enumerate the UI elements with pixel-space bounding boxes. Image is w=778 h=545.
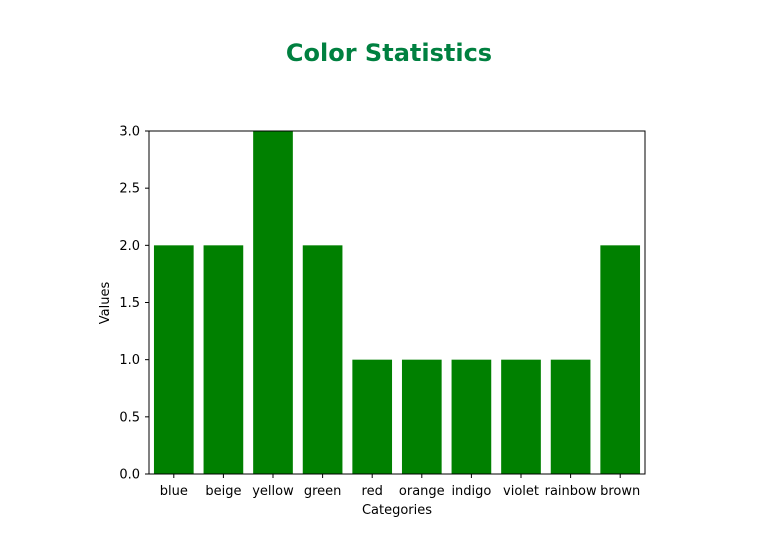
bar-brown — [600, 245, 641, 474]
bars-layer — [153, 131, 641, 474]
bar-blue — [153, 245, 194, 474]
y-tick-label: 2.5 — [119, 182, 140, 197]
y-tick-label: 3.0 — [119, 125, 140, 140]
x-tick-label: green — [304, 484, 342, 499]
x-tick-label: blue — [160, 484, 188, 499]
bar-rainbow — [550, 359, 591, 474]
x-tick-label: indigo — [451, 484, 491, 499]
y-tick-label: 2.0 — [119, 239, 140, 254]
x-tick-label: red — [362, 484, 383, 499]
bar-beige — [203, 245, 244, 474]
bar-yellow — [253, 131, 293, 474]
chart-title: Color Statistics — [286, 39, 492, 67]
x-tick-label: brown — [600, 484, 640, 499]
y-tick-label: 0.0 — [119, 468, 140, 483]
x-axis: blue beige yellow green red orange indigo viole… — [160, 474, 640, 499]
bar-orange — [401, 359, 442, 474]
bar-violet — [501, 359, 541, 474]
x-tick-label: rainbow — [545, 484, 597, 499]
y-axis-label: Values — [98, 282, 113, 325]
x-tick-label: yellow — [252, 484, 294, 499]
bar-red — [352, 359, 393, 474]
y-tick-label: 0.5 — [119, 410, 140, 425]
y-tick-label: 1.0 — [119, 353, 140, 368]
x-axis-label: Categories — [362, 503, 432, 518]
x-tick-label: violet — [503, 484, 539, 499]
bar-indigo — [451, 359, 492, 474]
bar-green — [302, 245, 343, 474]
x-tick-label: beige — [205, 484, 241, 499]
y-axis: 0.0 0.5 1.0 1.5 2.0 2.5 3.0 — [119, 125, 149, 483]
x-tick-label: orange — [399, 484, 445, 499]
y-tick-label: 1.5 — [119, 296, 140, 311]
